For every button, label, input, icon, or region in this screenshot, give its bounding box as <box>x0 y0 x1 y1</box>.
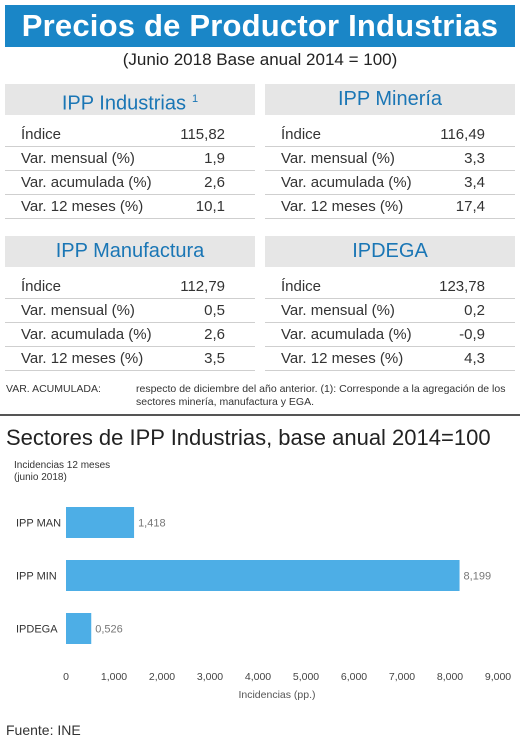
table-row: Var. mensual (%) 3,3 <box>265 147 515 171</box>
table-row: Índice 123,78 <box>265 275 515 299</box>
card-title: IPP Industrias 1 <box>5 84 255 115</box>
row-value: 10,1 <box>195 198 225 215</box>
x-tick-label: 8,000 <box>437 671 463 683</box>
row-value: 116,49 <box>440 126 485 143</box>
row-value: 3,5 <box>204 350 225 367</box>
row-label: Var. mensual (%) <box>281 302 395 319</box>
table-row: Índice 116,49 <box>265 123 515 147</box>
row-value: 2,6 <box>204 326 225 343</box>
chart-subtitle-line2: (junio 2018) <box>14 472 67 483</box>
x-tick-label: 6,000 <box>341 671 367 683</box>
table-row: Var. acumulada (%) -0,9 <box>265 323 515 347</box>
bar <box>66 613 92 644</box>
source-note: Fuente: INE <box>6 722 81 738</box>
chart-subtitle-line1: Incidencias 12 meses <box>14 460 111 471</box>
row-label: Var. mensual (%) <box>281 150 395 167</box>
page-subtitle: (Junio 2018 Base anual 2014 = 100) <box>122 50 398 69</box>
bar <box>66 507 135 538</box>
row-value: 3,4 <box>464 174 485 191</box>
footnote-marker: 1 <box>192 93 199 105</box>
row-value: 1,9 <box>204 150 225 167</box>
row-value: -0,9 <box>459 326 485 343</box>
card-ipp-mineria: IPP Minería Índice 116,49 Var. mensual (%… <box>265 84 515 219</box>
footnote: VAR. ACUMULADA: respecto de diciembre del… <box>6 383 516 409</box>
x-tick-label: 7,000 <box>389 671 415 683</box>
row-label: Var. acumulada (%) <box>281 174 412 191</box>
footnote-line2: sectores minería, manufactura y EGA. <box>136 396 314 408</box>
data-label: 0,526 <box>95 624 123 636</box>
card-title: IPP Manufactura <box>5 236 255 267</box>
row-label: Var. 12 meses (%) <box>21 350 144 367</box>
row-label: Índice <box>281 278 322 295</box>
row-label: Var. acumulada (%) <box>21 326 152 343</box>
data-label: 1,418 <box>138 518 166 530</box>
footnote-key: VAR. ACUMULADA: <box>6 383 101 395</box>
page-title: Precios de Productor Industrias <box>5 5 515 47</box>
row-label: Var. mensual (%) <box>21 302 135 319</box>
table-row: Índice 112,79 <box>5 275 255 299</box>
table-row: Var. 12 meses (%) 3,5 <box>5 347 255 371</box>
table-row: Var. 12 meses (%) 10,1 <box>5 195 255 219</box>
card-title: IPP Minería <box>265 84 515 115</box>
table-row: Var. mensual (%) 0,5 <box>5 299 255 323</box>
table-row: Var. mensual (%) 0,2 <box>265 299 515 323</box>
table-row: Var. mensual (%) 1,9 <box>5 147 255 171</box>
card-ipp-industrias: IPP Industrias 1 Índice 115,82 Var. mensua… <box>5 84 255 219</box>
x-tick-label: 5,000 <box>293 671 319 683</box>
category-label: IPDEGA <box>16 624 58 636</box>
x-tick-label: 3,000 <box>197 671 223 683</box>
section-divider <box>0 414 520 416</box>
row-value: 3,3 <box>464 150 485 167</box>
row-value: 115,82 <box>180 126 225 143</box>
table-row: Var. acumulada (%) 3,4 <box>265 171 515 195</box>
row-label: Índice <box>21 278 62 295</box>
row-label: Var. 12 meses (%) <box>21 198 144 215</box>
category-label: IPP MAN <box>16 518 61 530</box>
chart-subtitle: Incidencias 12 meses (junio 2018) <box>14 460 110 484</box>
row-value: 0,2 <box>464 302 485 319</box>
row-label: Índice <box>21 126 62 143</box>
row-value: 123,78 <box>439 278 485 295</box>
table-row: Var. 12 meses (%) 17,4 <box>265 195 515 219</box>
row-value: 112,79 <box>180 278 225 295</box>
row-label: Var. 12 meses (%) <box>281 198 404 215</box>
bar-chart: IPP MAN 1,418 IPP MIN 8,199 IPDEGA 0,526 0 1,00… <box>16 507 511 701</box>
category-label: IPP MIN <box>16 571 57 583</box>
table-row: Var. 12 meses (%) 4,3 <box>265 347 515 371</box>
x-axis-label: Incidencias (pp.) <box>238 689 315 701</box>
x-tick-label: 2,000 <box>149 671 175 683</box>
table-row: Var. acumulada (%) 2,6 <box>5 171 255 195</box>
row-value: 0,5 <box>204 302 225 319</box>
row-label: Var. acumulada (%) <box>21 174 152 191</box>
row-label: Var. 12 meses (%) <box>281 350 404 367</box>
card-ipp-manufactura: IPP Manufactura Índice 112,79 Var. mensua… <box>5 236 255 371</box>
x-tick-label: 9,000 <box>485 671 511 683</box>
x-tick-label: 4,000 <box>245 671 271 683</box>
data-label: 8,199 <box>464 571 492 583</box>
card-ipdega: IPDEGA Índice 123,78 Var. mensual (%) 0,2 … <box>265 236 515 371</box>
chart-title: Sectores de IPP Industrias, base anual 2… <box>6 425 491 450</box>
row-label: Var. acumulada (%) <box>281 326 412 343</box>
bar <box>66 560 460 591</box>
table-row: Var. acumulada (%) 2,6 <box>5 323 255 347</box>
table-row: Índice 115,82 <box>5 123 255 147</box>
x-tick-label: 1,000 <box>101 671 127 683</box>
row-label: Índice <box>281 126 322 143</box>
footnote-line1: respecto de diciembre del año anterior. … <box>136 383 506 395</box>
x-tick-label: 0 <box>63 671 69 683</box>
row-value: 2,6 <box>204 174 225 191</box>
row-value: 4,3 <box>464 350 485 367</box>
card-title: IPDEGA <box>265 236 515 267</box>
row-value: 17,4 <box>455 198 485 215</box>
row-label: Var. mensual (%) <box>21 150 135 167</box>
